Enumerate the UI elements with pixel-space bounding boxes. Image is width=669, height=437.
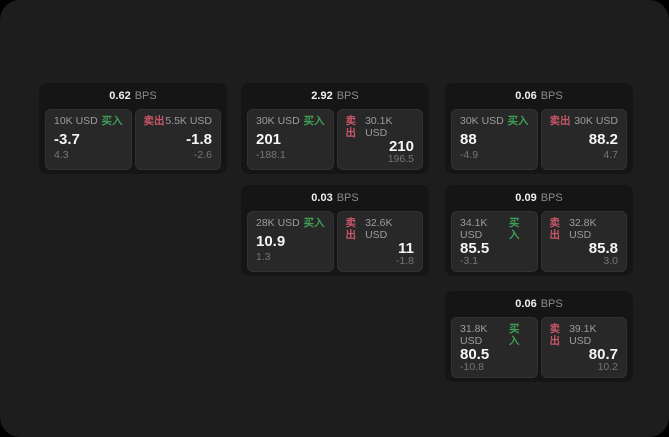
buy-value: 80.5 [460,346,490,364]
buy-value: -3.7 [54,130,80,148]
card-header: 0.06 BPS [445,291,633,317]
buy-sub-value: -10.8 [460,361,484,374]
buy-panel[interactable]: 28K USD 买入 10.9 1.3 [247,211,334,272]
sell-sub-value: 196.5 [387,153,414,166]
buy-side-label: 买入 [101,115,123,127]
card-header: 2.92 BPS [241,83,429,109]
bps-unit-label: BPS [336,90,359,102]
bps-unit-label: BPS [336,192,359,204]
buy-amount: 28K USD [256,217,300,229]
sell-sub-value: -2.6 [193,149,212,162]
buy-value: 85.5 [460,240,490,258]
sell-value: -1.8 [186,130,212,148]
sell-value: 88.2 [588,130,618,148]
card-header: 0.06 BPS [445,83,633,109]
quote-panels: 28K USD 买入 10.9 1.3 卖出 32.6K USD 11 -1.8 [241,211,429,272]
sell-side-label: 卖出 [549,323,561,347]
buy-side-label: 买入 [508,323,520,347]
bps-unit-label: BPS [540,90,563,102]
quote-card: 2.92 BPS 30K USD 买入 201 -188.1 卖出 30.1K … [241,83,429,174]
buy-value: 88 [460,130,477,148]
buy-amount: 34.1K USD [460,217,488,241]
buy-sub-value: -4.9 [460,149,479,162]
buy-panel[interactable]: 10K USD 买入 -3.7 4.3 [45,109,132,170]
buy-sub-value: -188.1 [256,149,286,162]
bps-unit-label: BPS [540,298,563,310]
bps-value: 0.03 [311,192,333,204]
buy-side-label: 买入 [303,115,325,127]
buy-panel[interactable]: 31.8K USD 买入 80.5 -10.8 [451,317,538,378]
quote-card: 0.06 BPS 30K USD 买入 88 -4.9 卖出 30K USD 8… [445,83,633,174]
sell-panel[interactable]: 卖出 32.8K USD 85.8 3.0 [540,211,627,272]
card-header: 0.62 BPS [39,83,227,109]
sell-amount: 39.1K USD [569,323,597,347]
sell-side-label: 卖出 [143,115,165,127]
bps-value: 0.62 [109,90,131,102]
bps-value: 2.92 [311,90,333,102]
sell-amount: 30K USD [574,115,618,127]
sell-panel[interactable]: 卖出 30.1K USD 210 196.5 [336,109,423,170]
sell-panel[interactable]: 卖出 30K USD 88.2 4.7 [540,109,627,170]
buy-panel[interactable]: 34.1K USD 买入 85.5 -3.1 [451,211,538,272]
buy-amount: 10K USD [54,115,98,127]
sell-panel[interactable]: 卖出 32.6K USD 11 -1.8 [336,211,423,272]
sell-sub-value: 4.7 [603,149,618,162]
quote-panels: 31.8K USD 买入 80.5 -10.8 卖出 39.1K USD 80.… [445,317,633,378]
buy-amount: 30K USD [256,115,300,127]
sell-sub-value: 10.2 [597,361,618,374]
sell-amount: 32.8K USD [569,217,597,241]
bps-value: 0.06 [515,90,537,102]
buy-value: 201 [256,130,282,148]
sell-sub-value: -1.8 [395,255,414,268]
card-header: 0.09 BPS [445,185,633,211]
buy-amount: 30K USD [460,115,504,127]
bps-unit-label: BPS [134,90,157,102]
buy-amount: 31.8K USD [460,323,488,347]
sell-amount: 30.1K USD [365,115,393,139]
sell-sub-value: 3.0 [603,255,618,268]
bps-value: 0.06 [515,298,537,310]
quote-card: 0.09 BPS 34.1K USD 买入 85.5 -3.1 卖出 32.8K… [445,185,633,276]
sell-side-label: 卖出 [549,115,571,127]
sell-side-label: 卖出 [345,115,357,139]
quote-panels: 10K USD 买入 -3.7 4.3 卖出 5.5K USD -1.8 -2.… [39,109,227,170]
sell-value: 80.7 [588,346,618,364]
quote-card: 0.06 BPS 31.8K USD 买入 80.5 -10.8 卖出 39.1… [445,291,633,382]
buy-side-label: 买入 [303,217,325,229]
buy-sub-value: 1.3 [256,251,271,264]
sell-amount: 5.5K USD [165,115,212,127]
bps-value: 0.09 [515,192,537,204]
sell-value: 11 [398,240,414,258]
buy-panel[interactable]: 30K USD 买入 88 -4.9 [451,109,538,170]
quote-card: 0.03 BPS 28K USD 买入 10.9 1.3 卖出 32.6K US… [241,185,429,276]
quote-card: 0.62 BPS 10K USD 买入 -3.7 4.3 卖出 5.5K USD… [39,83,227,174]
buy-side-label: 买入 [508,217,520,241]
sell-side-label: 卖出 [549,217,561,241]
buy-value: 10.9 [256,232,286,250]
quote-panels: 30K USD 买入 201 -188.1 卖出 30.1K USD 210 1… [241,109,429,170]
quote-panels: 30K USD 买入 88 -4.9 卖出 30K USD 88.2 4.7 [445,109,633,170]
buy-side-label: 买入 [507,115,529,127]
buy-sub-value: -3.1 [460,255,479,268]
buy-panel[interactable]: 30K USD 买入 201 -188.1 [247,109,334,170]
sell-value: 85.8 [588,240,618,258]
quote-panels: 34.1K USD 买入 85.5 -3.1 卖出 32.8K USD 85.8… [445,211,633,272]
bps-unit-label: BPS [540,192,563,204]
sell-panel[interactable]: 卖出 39.1K USD 80.7 10.2 [540,317,627,378]
card-header: 0.03 BPS [241,185,429,211]
sell-panel[interactable]: 卖出 5.5K USD -1.8 -2.6 [134,109,221,170]
buy-sub-value: 4.3 [54,149,69,162]
sell-value: 210 [388,138,414,156]
sell-amount: 32.6K USD [365,217,393,241]
sell-side-label: 卖出 [345,217,357,241]
